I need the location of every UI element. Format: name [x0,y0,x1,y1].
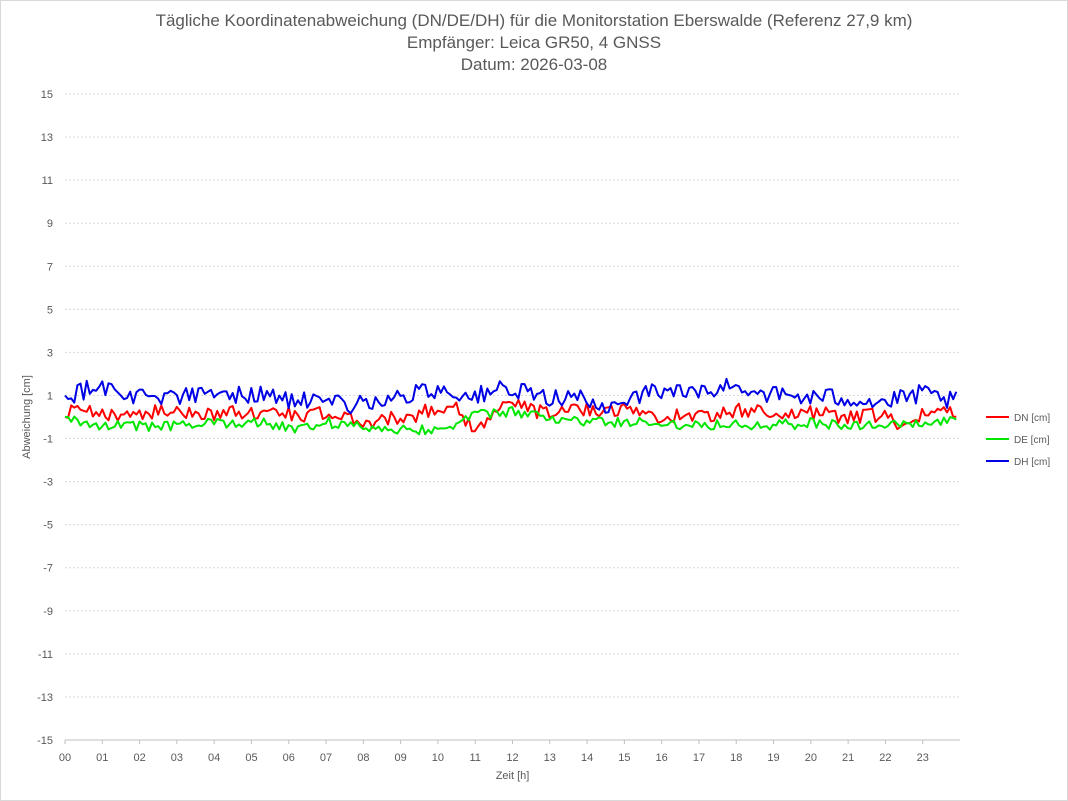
x-tick-label: 20 [805,752,817,764]
x-tick-label: 02 [133,752,145,764]
y-tick-label: 13 [41,132,53,144]
x-tick-label: 07 [320,752,332,764]
y-tick-label: 11 [42,175,53,187]
x-tick-label: 05 [245,752,257,764]
y-tick-label: -9 [43,606,53,618]
chart-title: Tägliche Koordinatenabweichung (DN/DE/DH… [155,11,913,30]
series-line-de [65,406,957,436]
legend-label: DH [cm] [1014,457,1050,468]
y-tick-label: 7 [47,261,53,273]
y-tick-label: -11 [38,649,53,661]
x-tick-label: 23 [917,752,929,764]
x-tick-label: 06 [283,752,295,764]
x-tick-label: 10 [432,752,444,764]
y-tick-label: -1 [43,434,53,446]
y-tick-label: -3 [43,477,53,489]
y-tick-label: 15 [41,89,53,101]
grid-lines [65,93,960,741]
x-tick-label: 21 [842,752,854,764]
legend: DN [cm] DE [cm] DH [cm] [986,413,1050,468]
x-tick-label: 11 [469,752,480,764]
y-tick-label: -5 [43,520,53,532]
y-tick-label: 1 [47,390,53,402]
chart-subtitle-date: Datum: 2026-03-08 [460,55,608,74]
chart-title-block: Tägliche Koordinatenabweichung (DN/DE/DH… [0,10,1068,76]
series-lines [64,377,958,436]
y-tick-label: 5 [47,304,53,316]
x-tick-label: 00 [59,752,71,764]
legend-label: DE [cm] [1014,435,1050,446]
x-tick-label: 14 [581,752,593,764]
y-tick-label: -15 [37,735,53,747]
x-tick-label: 13 [544,752,556,764]
x-tick-label: 22 [879,752,891,764]
x-axis-ticks: 00 01 02 03 04 05 06 07 08 09 10 11 12 13 14 15 16 17 18 19… [59,739,960,764]
x-tick-label: 16 [656,752,668,764]
x-axis-label: Zeit [h] [496,770,530,782]
y-axis-ticks: 15 13 11 9 7 5 3 1 -1 -3 -5 -7 -9 -11 -13 -15 [37,89,53,747]
y-axis-label: Abweichung [cm] [21,375,33,459]
x-tick-label: 18 [730,752,742,764]
x-tick-label: 15 [618,752,630,764]
legend-label: DN [cm] [1014,413,1050,424]
y-tick-label: -13 [37,692,53,704]
x-tick-label: 12 [506,752,518,764]
x-tick-label: 03 [171,752,183,764]
x-tick-label: 19 [767,752,779,764]
series-line-dh [64,377,958,415]
x-tick-label: 09 [395,752,407,764]
y-tick-label: 9 [47,218,53,230]
y-tick-label: 3 [47,347,53,359]
x-tick-label: 17 [693,752,705,764]
y-tick-label: -7 [43,563,53,575]
chart-subtitle-receiver: Empfänger: Leica GR50, 4 GNSS [406,33,662,52]
x-tick-label: 08 [357,752,369,764]
x-tick-label: 01 [96,752,108,764]
x-tick-label: 04 [208,752,220,764]
series-line-dn [64,398,957,433]
